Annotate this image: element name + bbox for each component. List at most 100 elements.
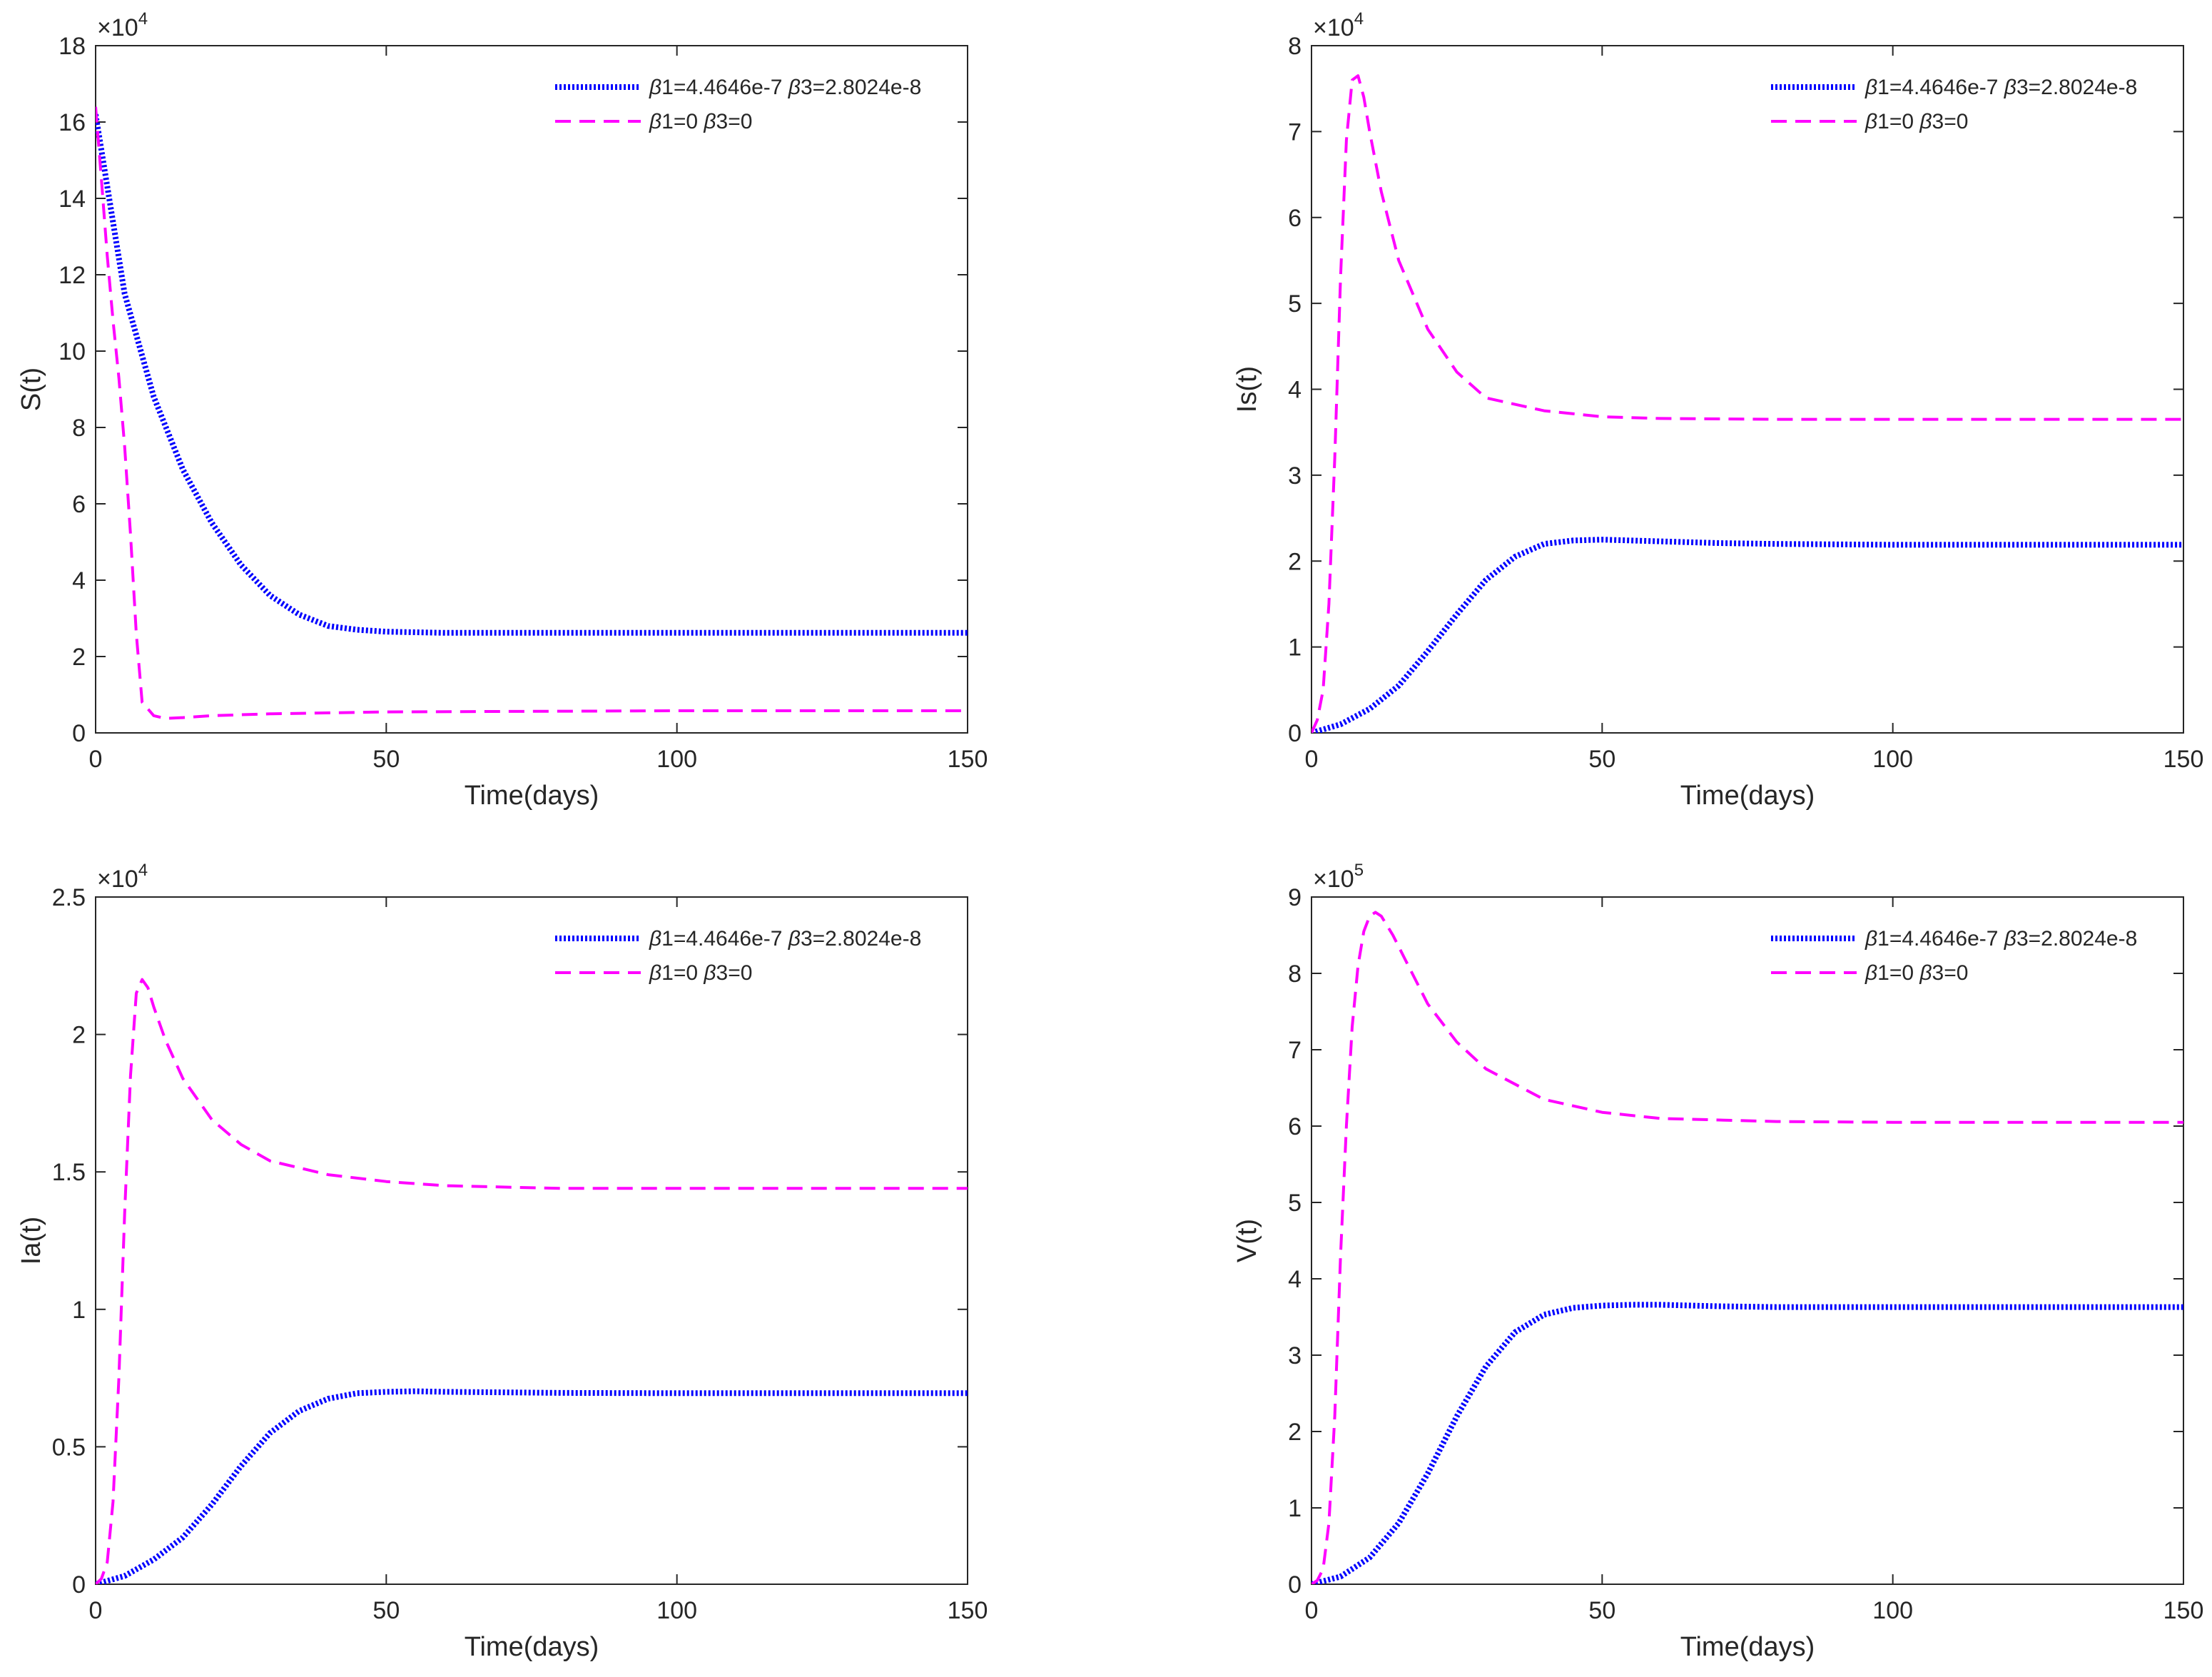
series-line-beta-zero [96, 978, 968, 1584]
y-tick-label: 8 [72, 415, 86, 442]
legend: β1=4.4646e-7 β3=2.8024e-8β1=0 β3=0 [555, 76, 921, 133]
y-multiplier: ×104 [97, 9, 148, 41]
x-tick-label: 100 [1872, 1597, 1913, 1624]
y-multiplier-exponent: 4 [1354, 9, 1364, 29]
legend-text-part: 1=0 [1877, 961, 1919, 985]
legend-beta-symbol: β [1919, 961, 1932, 985]
x-tick-label: 0 [1305, 1597, 1319, 1624]
legend-beta-symbol: β [649, 76, 661, 99]
legend-beta-symbol: β [2004, 76, 2016, 99]
legend-text-part: 3=2.8024e-8 [2016, 76, 2137, 99]
series-line-beta-zero [1312, 911, 2183, 1584]
x-tick-label: 100 [656, 1597, 697, 1624]
y-tick-label: 0.5 [52, 1434, 86, 1461]
y-axis-label: V(t) [1232, 1219, 1262, 1262]
y-tick-label: 14 [59, 186, 86, 213]
legend-beta-symbol: β [1865, 927, 1877, 951]
y-multiplier-exponent: 5 [1354, 861, 1364, 880]
legend-text-part: 1=4.4646e-7 [1877, 76, 2004, 99]
x-tick-label: 150 [2163, 746, 2204, 773]
legend-text-part: 1=0 [1877, 110, 1919, 133]
legend-entry: β1=4.4646e-7 β3=2.8024e-8 [649, 927, 921, 951]
y-tick-label: 2 [72, 1022, 86, 1049]
y-tick-label: 1 [1288, 1495, 1302, 1522]
x-tick-label: 100 [656, 746, 697, 773]
legend: β1=4.4646e-7 β3=2.8024e-8β1=0 β3=0 [555, 927, 921, 985]
y-tick-label: 7 [1288, 1037, 1302, 1064]
y-tick-label: 1 [1288, 634, 1302, 662]
y-tick-label: 3 [1288, 462, 1302, 490]
series-line-with-beta [1312, 1302, 2183, 1584]
y-tick-label: 5 [1288, 290, 1302, 318]
y-tick-label: 0 [72, 1571, 86, 1599]
x-axis-label: Time(days) [465, 1632, 599, 1662]
x-axis-label: Time(days) [465, 781, 599, 811]
y-tick-label: 12 [59, 262, 86, 289]
y-tick-label: 16 [59, 109, 86, 136]
y-tick-label: 2 [1288, 1419, 1302, 1446]
y-multiplier-base: ×10 [97, 14, 138, 41]
legend-text-part: 3=0 [1932, 110, 1969, 133]
legend-beta-symbol: β [703, 961, 716, 985]
legend-beta-symbol: β [1865, 961, 1877, 985]
legend-beta-symbol: β [649, 961, 661, 985]
y-tick-label: 2.5 [52, 884, 86, 911]
y-tick-label: 18 [59, 33, 86, 60]
legend-text-part: 1=0 [661, 110, 704, 133]
legend-beta-symbol: β [788, 927, 801, 951]
legend-beta-symbol: β [2004, 927, 2016, 951]
y-tick-label: 0 [1288, 1571, 1302, 1599]
y-tick-label: 4 [1288, 1266, 1302, 1293]
axes-frame [95, 45, 968, 734]
y-tick-label: 1 [72, 1297, 86, 1324]
chart-panel-top-right: 0 50 100 150012345678×104Time(days)Is(t)β1=… [1232, 9, 2203, 811]
x-tick-label: 150 [948, 1597, 988, 1624]
x-tick-label: 50 [1588, 746, 1615, 773]
x-tick-label: 50 [372, 746, 400, 773]
legend-beta-symbol: β [1865, 76, 1877, 99]
legend: β1=4.4646e-7 β3=2.8024e-8β1=0 β3=0 [1771, 76, 2137, 133]
y-tick-label: 4 [72, 567, 86, 594]
y-multiplier: ×104 [97, 861, 148, 893]
legend-beta-symbol: β [703, 110, 716, 133]
legend-text-part: 3=0 [716, 961, 753, 985]
y-tick-label: 4 [1288, 377, 1302, 404]
y-tick-label: 0 [72, 720, 86, 747]
x-tick-label: 0 [89, 746, 103, 773]
y-axis-label: Is(t) [1232, 366, 1262, 412]
y-tick-label: 6 [1288, 205, 1302, 232]
series-line-with-beta [96, 113, 968, 636]
legend-beta-symbol: β [788, 76, 801, 99]
x-axis-label: Time(days) [1680, 1632, 1815, 1662]
legend-entry: β1=0 β3=0 [649, 110, 752, 133]
y-multiplier-base: ×10 [1313, 14, 1354, 41]
y-tick-label: 2 [72, 644, 86, 671]
legend-entry: β1=0 β3=0 [1865, 961, 1968, 985]
series-line-beta-zero [96, 106, 968, 720]
y-axis-label: S(t) [16, 368, 46, 411]
legend-text-part: 3=2.8024e-8 [801, 927, 921, 951]
legend-entry: β1=0 β3=0 [1865, 110, 1968, 133]
y-multiplier-base: ×10 [1313, 866, 1354, 893]
x-tick-label: 100 [1872, 746, 1913, 773]
legend-text-part: 3=0 [1932, 961, 1969, 985]
chart-panel-bottom-right: 0 50 100 1500123456789×105Time(days)V(t)β1=… [1232, 861, 2203, 1662]
x-tick-label: 0 [1305, 746, 1319, 773]
legend-beta-symbol: β [1919, 110, 1932, 133]
y-multiplier-exponent: 4 [138, 861, 148, 880]
y-multiplier-base: ×10 [97, 866, 138, 893]
y-tick-label: 6 [72, 491, 86, 518]
legend-text-part: 1=0 [661, 961, 704, 985]
legend-entry: β1=4.4646e-7 β3=2.8024e-8 [1865, 76, 2137, 99]
y-tick-label: 6 [1288, 1113, 1302, 1140]
series-line-with-beta [1312, 537, 2183, 733]
x-tick-label: 50 [372, 1597, 400, 1624]
y-multiplier: ×104 [1313, 9, 1364, 41]
chart-panel-top-left: 0 50 100 150024681012141618×104Time(days)S(… [16, 9, 988, 811]
y-tick-label: 5 [1288, 1190, 1302, 1217]
x-tick-label: 0 [89, 1597, 103, 1624]
y-tick-label: 9 [1288, 884, 1302, 911]
series-line-with-beta [96, 1388, 968, 1584]
y-tick-label: 0 [1288, 720, 1302, 747]
legend-beta-symbol: β [1865, 110, 1877, 133]
